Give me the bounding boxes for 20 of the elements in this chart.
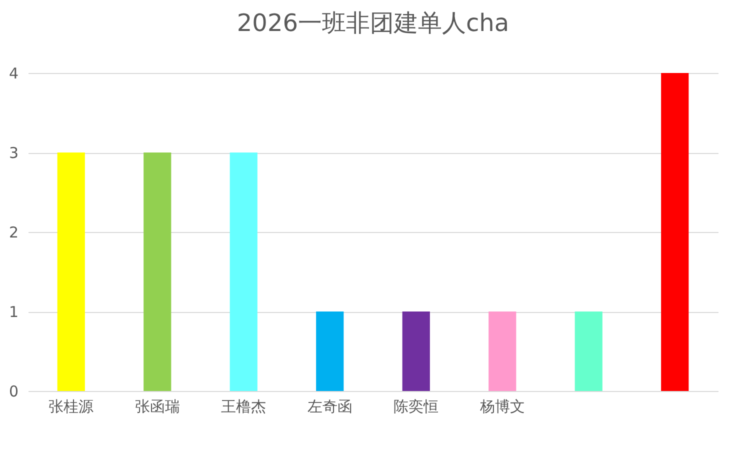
bar — [661, 73, 689, 391]
bar — [316, 312, 344, 391]
x-tick-label: 张桂源 — [48, 398, 94, 416]
x-tick-label: 陈奕恒 — [394, 398, 439, 416]
x-tick-label: 王橹杰 — [221, 398, 266, 416]
x-tick-label: 左奇函 — [307, 398, 352, 416]
x-tick-label: 杨博文 — [478, 398, 525, 416]
y-tick-label: 2 — [8, 224, 18, 242]
bar — [57, 152, 85, 391]
y-tick-label: 3 — [8, 144, 18, 162]
y-tick-label: 0 — [8, 382, 18, 400]
bar — [402, 312, 430, 391]
y-tick-label: 1 — [8, 303, 18, 321]
bar — [144, 152, 172, 391]
x-tick-label: 张函瑞 — [134, 398, 180, 416]
bar — [230, 152, 258, 391]
y-tick-label: 4 — [8, 64, 18, 82]
bar — [574, 312, 602, 391]
bar — [488, 312, 516, 391]
chart-title: 2026一班非团建单人cha — [236, 9, 510, 37]
